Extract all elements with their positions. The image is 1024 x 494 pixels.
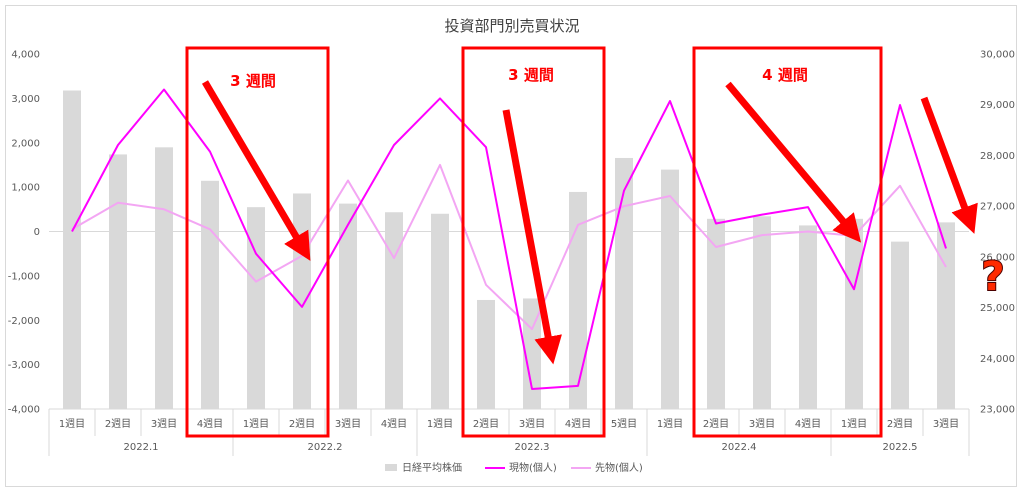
highlight-box-1-label: 3 週間 [230,72,276,90]
highlight-box-3-label: 4 週間 [762,66,808,84]
nikkei-bar [707,218,725,409]
trend-arrows [201,80,978,365]
nikkei-bar [569,191,587,409]
left-axis-tick-label: -1,000 [8,271,40,282]
x-tick-label: 5週目 [611,418,637,430]
investor-lines [49,88,969,390]
nikkei-bar [63,90,81,409]
question-mark: ? [981,254,1004,300]
x-axis: 1週目 2週目 3週目 4週目 1週目 2週目 3週目 4週目 1週目 2週目 3週目 4週目 5週目 1… [48,408,970,456]
futures-individual-line [71,163,947,331]
x-tick-label: 1週目 [657,418,683,430]
x-tick-label: 2週目 [473,418,499,430]
x-tick-label: 3週目 [749,418,775,430]
highlight-box-1 [185,46,330,438]
left-axis-tick-label: 0 [34,227,40,238]
x-tick-label: 1週目 [59,418,85,430]
x-tick-label: 4週目 [565,418,591,430]
x-tick-label: 4週目 [381,418,407,430]
left-axis-tick-label: 1,000 [11,183,40,194]
x-tick-label: 3週目 [335,418,361,430]
x-tick-label: 3週目 [933,418,959,430]
left-axis-tick-label: -4,000 [8,405,40,416]
highlight-box-2-label: 3 週間 [508,66,554,84]
nikkei-bar [201,180,219,409]
right-axis-tick-label: 28,000 [980,151,1015,162]
x-tick-label: 2週目 [887,418,913,430]
month-label: 2022.3 [515,442,550,453]
x-tick-label: 2週目 [105,418,131,430]
highlight-box-3 [692,46,883,438]
x-tick-label: 1週目 [427,418,453,430]
right-y-axis: 23,000 24,000 25,000 26,000 27,000 28,000 29,0… [980,50,1015,416]
nikkei-bar [339,203,357,409]
nikkei-bar [155,147,173,410]
left-axis-tick-label: -2,000 [8,316,40,327]
down-arrow-4 [920,96,978,234]
nikkei-bar [615,157,633,409]
nikkei-bar [293,193,311,409]
x-tick-label: 2週目 [703,418,729,430]
nikkei-bar [753,216,771,409]
nikkei-bar [477,299,495,409]
down-arrow-2 [502,109,562,365]
legend: 日経平均株価 現物(個人) 先物(個人) [385,461,643,474]
legend-label-futures: 先物(個人) [595,461,643,474]
nikkei-bar [109,154,127,409]
month-label: 2022.2 [308,442,343,453]
x-tick-label: 3週目 [519,418,545,430]
left-axis-tick-label: 2,000 [11,138,40,149]
right-axis-tick-label: 23,000 [980,405,1015,416]
left-y-axis: -4,000 -3,000 -2,000 -1,000 0 1,000 2,000 3,000… [8,50,40,416]
spot-individual-line [71,88,947,390]
left-axis-tick-label: 3,000 [11,94,40,105]
nikkei-bar [385,212,403,409]
x-tick-label: 4週目 [795,418,821,430]
question-mark-icon: ? [980,253,1005,301]
left-axis-tick-label: -3,000 [8,360,40,371]
right-axis-tick-label: 27,000 [980,202,1015,213]
legend-label-spot: 現物(個人) [509,461,557,474]
x-tick-label: 1週目 [243,418,269,430]
chart-title: 投資部門別売買状況 [444,17,579,35]
left-axis-tick-label: 4,000 [11,50,40,61]
down-arrow-1 [201,80,311,261]
right-axis-tick-label: 30,000 [980,50,1015,61]
right-axis-tick-label: 26,000 [980,252,1015,263]
month-label: 2022.1 [124,442,159,453]
x-tick-label: 3週目 [151,418,177,430]
right-axis-tick-label: 25,000 [980,303,1015,314]
nikkei-bar [799,225,817,409]
right-axis-tick-label: 29,000 [980,100,1015,111]
highlight-box-2 [461,46,606,438]
right-axis-tick-label: 24,000 [980,354,1015,365]
highlight-boxes: 3 週間 3 週間 4 週間 [185,46,883,438]
down-arrow-3 [725,81,862,243]
month-label: 2022.4 [722,442,757,453]
nikkei-bar [661,169,679,409]
month-label: 2022.5 [883,442,918,453]
nikkei-bar [891,241,909,409]
nikkei-bar [937,222,955,409]
legend-label-nikkei: 日経平均株価 [402,461,462,474]
x-tick-label: 1週目 [841,418,867,430]
nikkei-bar [431,213,449,409]
legend-swatch-nikkei [385,464,397,471]
nikkei-bar [845,218,863,409]
x-tick-label: 4週目 [197,418,223,430]
x-tick-label: 2週目 [289,418,315,430]
